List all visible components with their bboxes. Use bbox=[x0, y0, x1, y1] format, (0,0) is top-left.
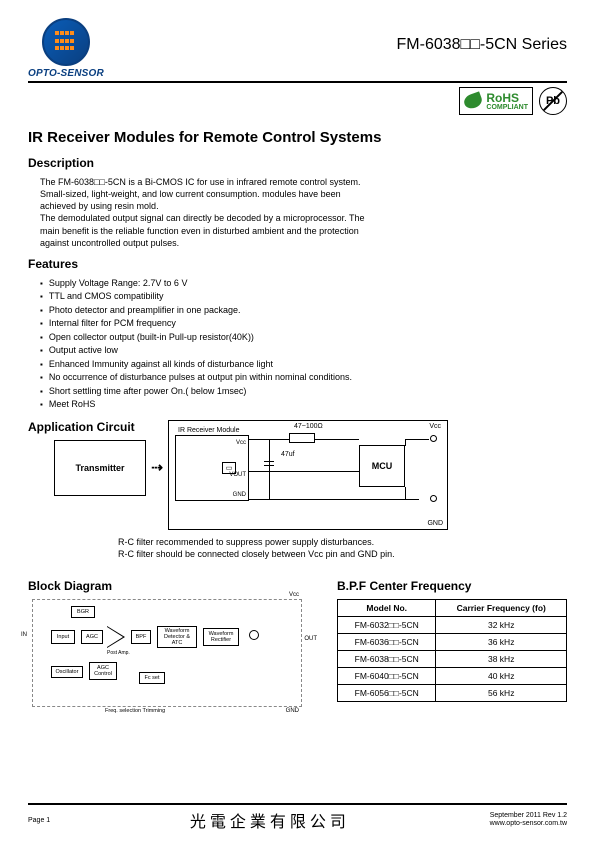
page-title: IR Receiver Modules for Remote Control S… bbox=[28, 129, 567, 146]
header: OPTO-SENSOR FM-6038□□-5CN Series bbox=[28, 18, 567, 83]
section-features: Features bbox=[28, 257, 567, 271]
rohs-subtext: COMPLIANT bbox=[486, 104, 528, 111]
application-circuit: Transmitter ⇢ IR Receiver Module ▭ Vcc V… bbox=[54, 440, 567, 530]
feature-item: Internal filter for PCM frequency bbox=[40, 317, 567, 331]
transistor-icon bbox=[249, 630, 259, 640]
feature-item: Photo detector and preamplifier in one p… bbox=[40, 304, 567, 318]
gnd-terminal-icon bbox=[430, 495, 437, 502]
table-header: Model No. bbox=[338, 600, 436, 617]
capacitor-label: 47uf bbox=[281, 451, 295, 458]
feature-item: Meet RoHS bbox=[40, 398, 567, 412]
features-list: Supply Voltage Range: 2.7V to 6 VTTL and… bbox=[40, 277, 567, 412]
rohs-badge: RoHS COMPLIANT bbox=[459, 87, 533, 115]
bpf-frequency-table: Model No.Carrier Frequency (fo) FM-6032□… bbox=[337, 599, 567, 702]
section-description: Description bbox=[28, 156, 567, 170]
table-header: Carrier Frequency (fo) bbox=[436, 600, 567, 617]
feature-item: TTL and CMOS compatibility bbox=[40, 290, 567, 304]
leaf-icon bbox=[463, 91, 485, 110]
section-bpf: B.P.F Center Frequency bbox=[337, 579, 567, 593]
page-number: Page 1 bbox=[28, 817, 50, 824]
feature-item: No occurrence of disturbance pulses at o… bbox=[40, 371, 567, 385]
table-row: FM-6040□□-5CN40 kHz bbox=[338, 668, 567, 685]
compliance-badges: RoHS COMPLIANT Pb bbox=[28, 87, 567, 115]
table-row: FM-6056□□-5CN56 kHz bbox=[338, 685, 567, 702]
feature-item: Output active low bbox=[40, 344, 567, 358]
mcu-box: MCU bbox=[359, 445, 405, 487]
section-block-diagram: Block Diagram bbox=[28, 579, 307, 593]
rohs-text: RoHS bbox=[486, 92, 528, 104]
pb-free-icon: Pb bbox=[539, 87, 567, 115]
brand-logo: OPTO-SENSOR bbox=[28, 18, 104, 79]
receiver-circuit: IR Receiver Module ▭ Vcc VOUT GND 47~100… bbox=[168, 420, 448, 530]
block-diagram: IN OUT Vcc GND BGR Input AGC Post Amp. B… bbox=[32, 599, 302, 707]
feature-item: Enhanced Immunity against all kinds of d… bbox=[40, 358, 567, 372]
logo-icon bbox=[42, 18, 90, 66]
vcc-terminal-icon bbox=[430, 435, 437, 442]
ir-waves-icon: ⇢ bbox=[151, 459, 163, 476]
table-row: FM-6036□□-5CN36 kHz bbox=[338, 634, 567, 651]
company-name: 光電企業有限公司 bbox=[190, 808, 350, 832]
table-row: FM-6038□□-5CN38 kHz bbox=[338, 651, 567, 668]
ir-module-box: IR Receiver Module ▭ Vcc VOUT GND bbox=[175, 435, 249, 501]
feature-item: Supply Voltage Range: 2.7V to 6 V bbox=[40, 277, 567, 291]
footer-meta: September 2011 Rev 1.2 www.opto-sensor.c… bbox=[490, 812, 567, 829]
feature-item: Open collector output (built-in Pull-up … bbox=[40, 331, 567, 345]
series-title: FM-6038□□-5CN Series bbox=[397, 36, 567, 54]
feature-item: Short settling time after power On.( bel… bbox=[40, 385, 567, 399]
description-text: The FM-6038□□-5CN is a Bi-CMOS IC for us… bbox=[40, 176, 370, 249]
circuit-note: R-C filter recommended to suppress power… bbox=[118, 536, 567, 561]
table-row: FM-6032□□-5CN32 kHz bbox=[338, 617, 567, 634]
transmitter-block: Transmitter ⇢ bbox=[54, 440, 146, 496]
brand-name: OPTO-SENSOR bbox=[28, 68, 104, 79]
resistor-label: 47~100Ω bbox=[294, 423, 323, 430]
resistor-icon bbox=[289, 433, 315, 443]
page-footer: Page 1 光電企業有限公司 September 2011 Rev 1.2 w… bbox=[28, 803, 567, 832]
